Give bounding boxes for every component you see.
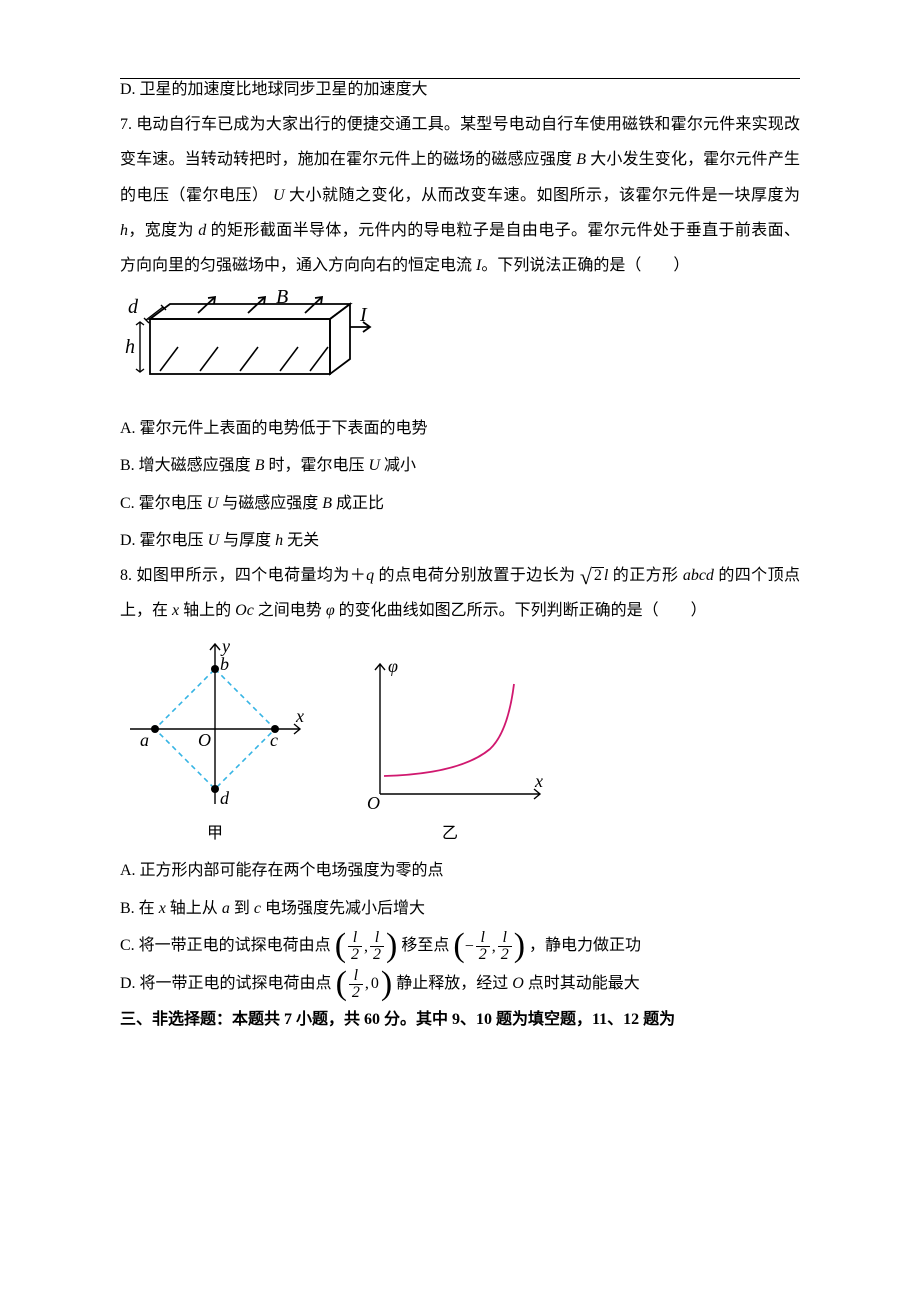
q7-var-h: h [120, 222, 128, 239]
q8-oc-f4d: 2 [498, 947, 512, 963]
q8-fig2-col: φ x O 乙 [350, 654, 550, 851]
q8-s-a: 8. 如图甲所示，四个电荷量均为＋ [120, 567, 366, 584]
q8-od-p1: D. 将一带正电的试探电荷由点 [120, 975, 336, 992]
q7-label-h: h [125, 336, 135, 358]
q8-sqrt2: √2 [580, 567, 604, 589]
q7-label-B: B [276, 289, 288, 308]
q7-var-B: B [576, 151, 586, 168]
q7-label-I: I [359, 304, 368, 326]
page-header-rule [120, 78, 800, 79]
q8-var-abcd: abcd [683, 567, 714, 584]
page-content: D. 卫星的加速度比地球同步卫星的加速度大 7. 电动自行车已成为大家出行的便捷… [0, 0, 920, 1077]
q8-lab-b: b [220, 654, 229, 674]
q8-oc-f1d: 2 [348, 947, 362, 963]
q7-optd-h: h [275, 532, 283, 549]
q7-optc-p1: C. 霍尔电压 [120, 495, 207, 512]
q7-optb-p2: 时，霍尔电压 [264, 457, 368, 474]
q8-option-a: A. 正方形内部可能存在两个电场强度为零的点 [120, 853, 800, 888]
q7-optd-p2: 与厚度 [219, 532, 275, 549]
q8-oc-f4n: l [498, 930, 512, 947]
q7-optd-U: U [208, 532, 220, 549]
q8-lab-y: y [220, 636, 230, 656]
q8-od-pt: ( l2 , 0 ) [336, 966, 393, 1001]
q7-option-a: A. 霍尔元件上表面的电势低于下表面的电势 [120, 411, 800, 446]
q8-ob-a: a [222, 900, 230, 917]
q8-stem: 8. 如图甲所示，四个电荷量均为＋q 的点电荷分别放置于边长为 √2l 的正方形… [120, 558, 800, 628]
q8-oc-pt2: ( − l2 , l2 ) [453, 929, 525, 964]
q8-ob-c: c [254, 900, 261, 917]
q8-lab-c: c [270, 730, 278, 750]
q8-option-b: B. 在 x 轴上从 a 到 c 电场强度先减小后增大 [120, 891, 800, 926]
q8-var-oc: Oc [235, 602, 254, 619]
q8-ob-p3: 到 [230, 900, 254, 917]
q8-oc-pt1: ( l2 , l2 ) [335, 929, 398, 964]
q8-lab-O2: O [367, 793, 380, 813]
q8-lab-d: d [220, 788, 230, 808]
q8-od-fn: l [349, 968, 363, 985]
q8-lab-x2: x [534, 771, 543, 791]
q7-figure-svg: d h B I [120, 289, 375, 409]
section-3-heading: 三、非选择题：本题共 7 小题，共 60 分。其中 9、10 题为填空题，11、… [120, 1002, 800, 1037]
q8-oc-f2n: l [370, 930, 384, 947]
q8-s-f: 之间电势 [254, 602, 326, 619]
q8-lab-x: x [295, 706, 304, 726]
q8-sqrt2-rad: 2 [592, 567, 604, 584]
q8-ob-p1: B. 在 [120, 900, 159, 917]
q8-od-p2: 静止释放，经过 [396, 975, 512, 992]
q8-s-c: 的正方形 [608, 567, 682, 584]
q7-optc-B: B [322, 495, 332, 512]
q7-optd-p1: D. 霍尔电压 [120, 532, 208, 549]
q7-stem-part4: ，宽度为 [128, 222, 198, 239]
q7-var-U: U [273, 187, 285, 204]
q7-optd-p3: 无关 [283, 532, 319, 549]
q7-option-b: B. 增大磁感应强度 B 时，霍尔电压 U 减小 [120, 448, 800, 483]
q8-lab-a: a [140, 730, 149, 750]
q7-optb-p1: B. 增大磁感应强度 [120, 457, 255, 474]
q7-option-c: C. 霍尔电压 U 与磁感应强度 B 成正比 [120, 486, 800, 521]
q7-stem-part3: 大小就随之变化，从而改变车速。如图所示，该霍尔元件是一块厚度为 [285, 187, 800, 204]
q8-option-c: C. 将一带正电的试探电荷由点 ( l2 , l2 ) 移至点 ( − l2 ,… [120, 928, 800, 964]
q7-optb-B: B [255, 457, 265, 474]
q8-figures: y x b a c d O 甲 φ x O [120, 634, 800, 851]
q8-fig2-caption: 乙 [442, 816, 458, 851]
q8-oc-p2: 移至点 [401, 937, 453, 954]
q7-figure: d h B I [120, 289, 800, 409]
q8-od-O: O [512, 975, 524, 992]
q8-ob-p2: 轴上从 [166, 900, 222, 917]
q8-option-d: D. 将一带正电的试探电荷由点 ( l2 , 0 ) 静止释放，经过 O 点时其… [120, 966, 800, 1002]
q7-optb-U: U [368, 457, 380, 474]
q8-fig1-caption: 甲 [207, 816, 223, 851]
q8-oc-f1n: l [348, 930, 362, 947]
q7-option-d: D. 霍尔电压 U 与厚度 h 无关 [120, 523, 800, 558]
q8-ob-x: x [159, 900, 166, 917]
q8-fig1-svg: y x b a c d O [120, 634, 310, 814]
q8-fig1-col: y x b a c d O 甲 [120, 634, 310, 851]
q8-oc-p1: C. 将一带正电的试探电荷由点 [120, 937, 335, 954]
q7-optc-p2: 与磁感应强度 [218, 495, 322, 512]
q8-s-e: 轴上的 [179, 602, 235, 619]
q7-stem: 7. 电动自行车已成为大家出行的便捷交通工具。某型号电动自行车使用磁铁和霍尔元件… [120, 107, 800, 283]
q8-var-phi: φ [326, 602, 335, 619]
q7-optb-p3: 减小 [380, 457, 416, 474]
q8-ob-p4: 电场强度先减小后增大 [261, 900, 425, 917]
q7-optc-p3: 成正比 [332, 495, 384, 512]
q7-optc-U: U [207, 495, 219, 512]
q8-oc-f3n: l [476, 930, 490, 947]
q8-od-fd: 2 [349, 985, 363, 1001]
q7-stem-part6: 。下列说法正确的是（ ） [481, 257, 689, 274]
q8-s-b: 的点电荷分别放置于边长为 [374, 567, 580, 584]
q8-lab-O: O [198, 730, 211, 750]
q7-stem-part5: 的矩形截面半导体，元件内的导电粒子是自由电子。霍尔元件处于垂直于前表面、方向向里… [120, 222, 800, 274]
q8-var-q: q [366, 567, 374, 584]
q8-oc-f2d: 2 [370, 947, 384, 963]
q8-fig2-svg: φ x O [350, 654, 550, 814]
q8-od-zero: 0 [369, 966, 381, 1001]
q8-od-p3: 点时其动能最大 [524, 975, 640, 992]
q8-s-g: 的变化曲线如图乙所示。下列判断正确的是（ ） [335, 602, 707, 619]
q8-lab-phi: φ [388, 656, 398, 676]
q8-oc-p3: ，静电力做正功 [529, 937, 641, 954]
q7-label-d: d [128, 296, 139, 318]
q8-oc-f3d: 2 [476, 947, 490, 963]
